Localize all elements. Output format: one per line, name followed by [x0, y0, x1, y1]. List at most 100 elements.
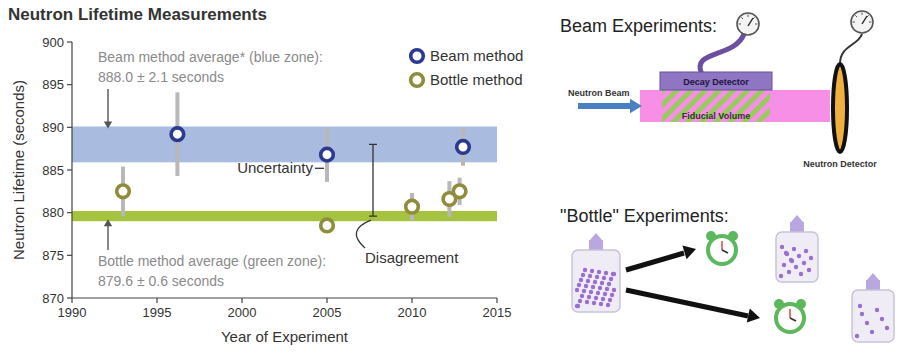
- y-tick: [67, 127, 72, 128]
- arrow-head: [682, 246, 696, 260]
- neutron: [799, 272, 803, 276]
- data-point: [406, 200, 419, 213]
- neutron: [785, 252, 789, 256]
- neutron: [577, 283, 581, 287]
- series: [117, 167, 466, 233]
- fiducial-volume: [662, 90, 770, 122]
- neutron: [780, 245, 784, 249]
- chart-title: Neutron Lifetime Measurements: [8, 5, 267, 24]
- diagram-label: Neutron Detector: [803, 159, 877, 169]
- neutron: [605, 287, 609, 291]
- band-label: Beam method average* (blue zone):: [98, 49, 323, 65]
- x-tick-label: 2000: [228, 305, 257, 320]
- gauge: [851, 11, 873, 33]
- neutron: [576, 304, 580, 308]
- clock: [706, 234, 738, 266]
- neutron: [600, 281, 604, 285]
- neutron: [599, 302, 603, 306]
- diagram-title: "Bottle" Experiments:: [560, 206, 729, 226]
- neutron: [585, 300, 589, 304]
- band-pointer: [107, 225, 108, 250]
- data-point: [321, 219, 334, 232]
- annotation-pointer: [356, 220, 371, 248]
- data-point: [457, 141, 470, 154]
- neutron: [591, 285, 595, 289]
- beam-arrow: [578, 103, 630, 109]
- neutron: [606, 303, 610, 307]
- neutron: [588, 274, 592, 278]
- neutron: [612, 288, 616, 292]
- neutron: [802, 261, 806, 265]
- y-tick-label: 875: [42, 248, 64, 263]
- y-tick-label: 895: [42, 77, 64, 92]
- neutron: [587, 295, 591, 299]
- neutron: [875, 308, 879, 312]
- x-axis-label: Year of Experiment: [221, 328, 349, 345]
- neutron: [797, 254, 801, 258]
- neutron: [865, 321, 869, 325]
- neutron: [610, 293, 614, 297]
- data-point: [453, 185, 466, 198]
- disagreement-bracket: [369, 144, 377, 216]
- y-axis-label: Neutron Lifetime (seconds): [10, 80, 27, 260]
- neutron: [792, 247, 796, 251]
- y-tick: [67, 255, 72, 256]
- diagram-label: Neutron Beam: [568, 88, 630, 98]
- neutron: [583, 268, 587, 272]
- legend-marker: [411, 74, 424, 87]
- x-tick-label: 2010: [398, 305, 427, 320]
- y-tick: [67, 41, 72, 42]
- band-pointer: [107, 89, 108, 122]
- neutron: [858, 304, 862, 308]
- gauge-tick: [755, 24, 758, 25]
- neutron: [604, 271, 608, 275]
- cable: [700, 34, 744, 74]
- beam-diagram: Beam Experiments:Fiducial VolumeDecay De…: [560, 11, 877, 169]
- neutron: [607, 282, 611, 286]
- arrow: [626, 253, 684, 270]
- y-tick: [67, 84, 72, 85]
- gauge-needle: [862, 16, 867, 24]
- jar-cap: [867, 273, 879, 280]
- neutron: [787, 270, 791, 274]
- neutron: [790, 259, 794, 263]
- legend-marker: [411, 50, 424, 63]
- neutron: [782, 263, 786, 267]
- annotation: Uncertainty: [237, 159, 313, 176]
- gauge: [737, 13, 759, 35]
- arrow-head: [747, 308, 760, 322]
- y-tick-label: 890: [42, 120, 64, 135]
- gauge-tick: [741, 17, 743, 19]
- neutron: [609, 277, 613, 281]
- clock-face: [778, 306, 802, 330]
- y-tick-label: 880: [42, 205, 64, 220]
- neutron: [584, 284, 588, 288]
- jar: [776, 232, 818, 282]
- series: [171, 92, 469, 182]
- y-tick: [67, 212, 72, 213]
- figure: Neutron Lifetime Measurements87087588088…: [0, 0, 902, 360]
- x-axis-line: [72, 297, 497, 298]
- neutron: [596, 291, 600, 295]
- average-band: [72, 126, 497, 162]
- band-label: Bottle method average (green zone):: [98, 253, 326, 269]
- neutron: [804, 249, 808, 253]
- arrow-head: [104, 121, 112, 128]
- neutron: [595, 275, 599, 279]
- annotations: Beam method average* (blue zone):888.0 ±…: [98, 49, 459, 289]
- plot-area: [72, 92, 497, 232]
- gauge-tick: [869, 22, 872, 23]
- diagram-label: Decay Detector: [683, 77, 749, 87]
- data-point: [171, 128, 184, 141]
- gauge-tick: [855, 15, 857, 17]
- neutron: [586, 279, 590, 283]
- y-tick-label: 870: [42, 291, 64, 306]
- clock: [774, 302, 806, 334]
- annotation: Disagreement: [365, 249, 459, 266]
- clock-hand: [789, 309, 791, 318]
- neutron: [582, 289, 586, 293]
- jar-cap: [791, 215, 803, 222]
- neutron: [608, 298, 612, 302]
- neutron: [575, 288, 579, 292]
- arrow-head: [630, 99, 642, 113]
